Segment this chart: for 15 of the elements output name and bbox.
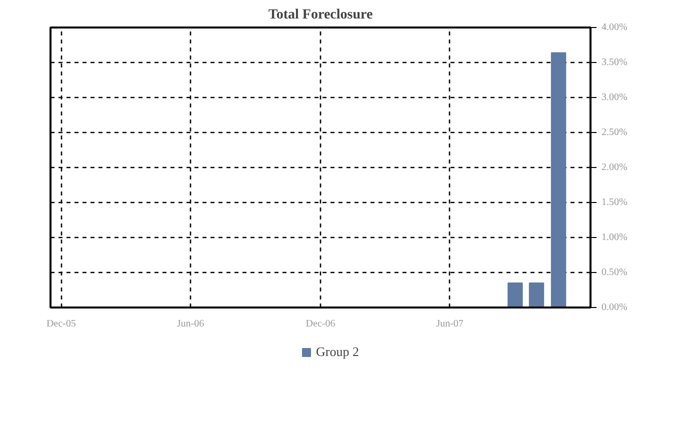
y-tick-label: 3.00% [602, 92, 628, 103]
x-tick-label: Dec-06 [306, 318, 336, 330]
y-tick-label: 0.50% [602, 267, 628, 278]
y-tick-label: 2.00% [602, 162, 628, 173]
y-tick-label: 4.00% [602, 22, 628, 33]
y-tick-label: 2.50% [602, 127, 628, 138]
legend-label: Group 2 [316, 344, 359, 360]
y-tick-label: 1.00% [602, 232, 628, 243]
y-tick-label: 0.00% [602, 302, 628, 313]
chart-title: Total Foreclosure [268, 8, 373, 22]
y-tick-label: 1.50% [602, 197, 628, 208]
x-tick-label: Dec-05 [46, 318, 76, 330]
x-tick-label: Jun-07 [436, 318, 464, 330]
x-tick-label: Jun-06 [176, 318, 204, 330]
y-tick-label: 3.50% [602, 57, 628, 68]
